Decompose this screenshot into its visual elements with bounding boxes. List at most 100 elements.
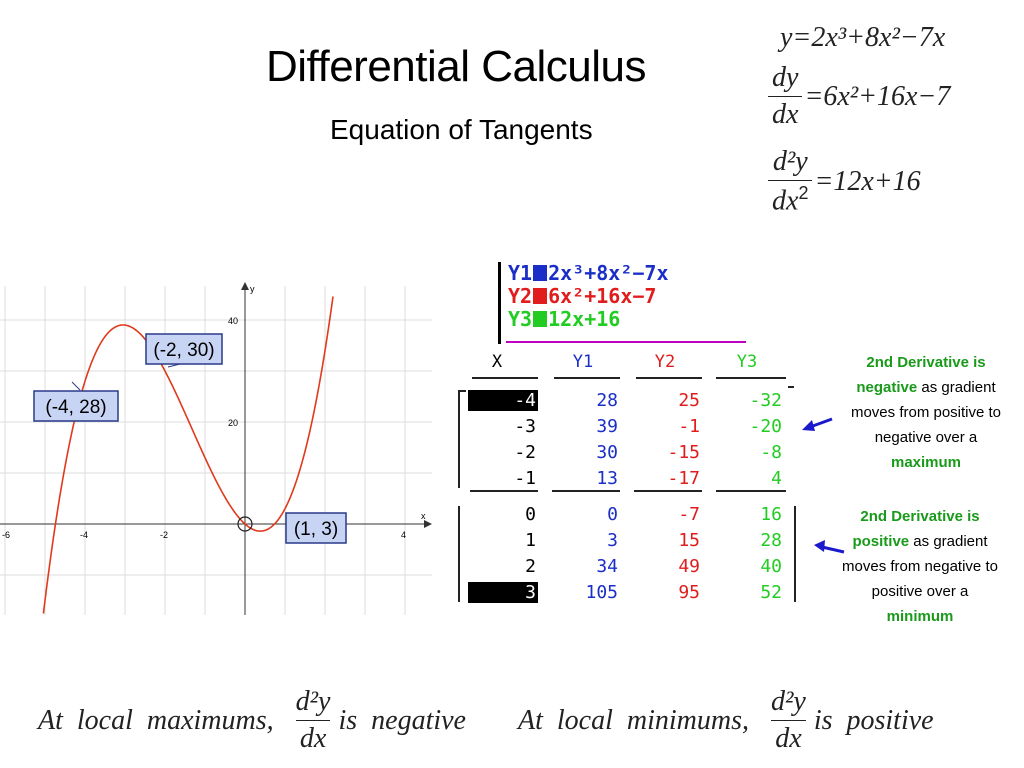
calculator-y1-line: Y1 2x³+8x²−7x [496, 262, 826, 285]
note-line: moves from positive to [850, 404, 1002, 421]
cubic-graph: y x -6 -4 -2 4 20 40 (-2, 30) (-4, 28) (… [0, 282, 432, 615]
y2-expression: 6x²+16x−7 [548, 284, 657, 308]
y-tick-label: 20 [228, 418, 238, 428]
point-label-point: (-4, 28) [45, 397, 106, 418]
table-cell-y2: -17 [667, 468, 700, 489]
group-divider [470, 490, 538, 492]
table-cell-x: 0 [525, 504, 536, 525]
left-bracket-top [458, 390, 460, 488]
table-header-y3: Y3 [736, 352, 758, 372]
fraction-dy-dx: dy dx [768, 62, 803, 131]
fraction-d2y-dx2: d²y dx2 [768, 146, 813, 217]
calculator-underline [506, 341, 746, 343]
table-cell-y1: 39 [596, 416, 618, 437]
group-divider [634, 490, 702, 492]
point-label-box [145, 333, 223, 365]
group-divider [552, 490, 620, 492]
origin-marker-icon [237, 516, 253, 532]
y-tick-label: 40 [228, 316, 238, 326]
table-cell-x: 2 [525, 556, 536, 577]
note-keyword: minimum [886, 608, 954, 625]
table-cell-y1: 0 [607, 504, 618, 525]
point-label-box [33, 390, 119, 422]
table-cell-y1: 105 [585, 582, 618, 603]
table-cell-y3: 28 [760, 530, 782, 551]
header-underline [636, 377, 702, 379]
cubic-curve [42, 296, 334, 614]
statement-prefix: At local maximums, [38, 704, 274, 736]
statement-prefix: At local minimums, [518, 704, 749, 736]
table-cell-y1: 3 [607, 530, 618, 551]
first-derivative-rhs: =6x²+16x−7 [804, 80, 951, 112]
fraction-numerator: d²y [771, 686, 806, 717]
point-label-box [285, 512, 347, 544]
table-cell-y3: 40 [760, 556, 782, 577]
x-tick-label: -2 [160, 530, 168, 540]
arrow-left-icon [814, 540, 845, 554]
table-cell-y1: 28 [596, 390, 618, 411]
table-cell-y3: 4 [771, 468, 782, 489]
point-label-local-min: (1, 3) [294, 519, 338, 540]
note-keyword: positive [852, 533, 910, 550]
right-top-tick [788, 386, 794, 388]
note-maximum: 2nd Derivative is negative as gradient m… [836, 350, 1016, 475]
note-line: positive over a [871, 583, 969, 600]
header-underline [554, 377, 620, 379]
statement-maximum: At local maximums, d²y dx is negative [38, 686, 466, 755]
note-line: as gradient [917, 379, 996, 396]
fraction-denominator: dx [295, 720, 331, 755]
fraction-denominator: dx [768, 96, 803, 131]
statement-minimum: At local minimums, d²y dx is positive [518, 686, 934, 755]
calculator-left-bar [498, 262, 501, 344]
note-line: as gradient [909, 533, 988, 550]
table-cell-x: -1 [514, 468, 536, 489]
calculator-y2-line: Y2 6x²+16x−7 [496, 285, 826, 308]
left-bracket-bottom [458, 506, 460, 602]
x-axis-arrow-icon [424, 520, 432, 528]
y-axis-arrow-icon [241, 282, 249, 290]
arrow-left-icon [802, 417, 833, 431]
y2-name: Y2 [508, 284, 533, 308]
table-header-y2: Y2 [654, 352, 676, 372]
note-keyword: maximum [890, 454, 962, 471]
table-cell-x: 1 [525, 530, 536, 551]
x-tick-label: -6 [2, 530, 10, 540]
note-minimum: 2nd Derivative is positive as gradient m… [830, 504, 1010, 629]
table-cell-y1: 13 [596, 468, 618, 489]
table-cell-y3: -32 [749, 390, 782, 411]
left-bracket-top-tick [458, 390, 466, 392]
table-cell-y2: 49 [678, 556, 700, 577]
table-cell-x: -2 [514, 442, 536, 463]
table-cell-y2: 15 [678, 530, 700, 551]
denominator-power: 2 [798, 183, 809, 203]
table-cell-x: -3 [514, 416, 536, 437]
point-label-local-max: (-2, 30) [153, 340, 214, 361]
denominator-dx: dx [772, 185, 799, 217]
page-title: Differential Calculus [266, 42, 646, 91]
table-cell-y2: -7 [678, 504, 700, 525]
note-keyword: negative [856, 379, 918, 396]
table-cell-y1: 34 [596, 556, 618, 577]
note-line: 2nd Derivative is [866, 354, 986, 371]
note-line: moves from negative to [842, 558, 998, 575]
x-tick-label: -4 [80, 530, 88, 540]
table-cell-y3: 16 [760, 504, 782, 525]
statement-suffix: is positive [813, 704, 934, 736]
table-header-x: X [491, 352, 503, 372]
fraction-denominator: dx2 [768, 180, 813, 217]
label-pointer-line [71, 381, 81, 391]
table-cell-y3: -20 [749, 416, 782, 437]
fraction-numerator: d²y [295, 686, 331, 717]
y1-name: Y1 [508, 261, 533, 285]
y3-name: Y3 [508, 307, 533, 331]
note-line: negative over a [874, 429, 978, 446]
header-underline [716, 377, 786, 379]
calculator-y3-line: Y3 12x+16 [496, 308, 826, 331]
group-divider [716, 490, 786, 492]
y1-expression: 2x³+8x²−7x [548, 261, 669, 285]
table-cell-y2: 25 [678, 390, 700, 411]
second-derivative-rhs: =12x+16 [814, 165, 921, 197]
fraction-d2y-dx: d²y dx [767, 686, 810, 755]
table-cell-y3: -8 [760, 442, 782, 463]
y3-expression: 12x+16 [548, 307, 621, 331]
